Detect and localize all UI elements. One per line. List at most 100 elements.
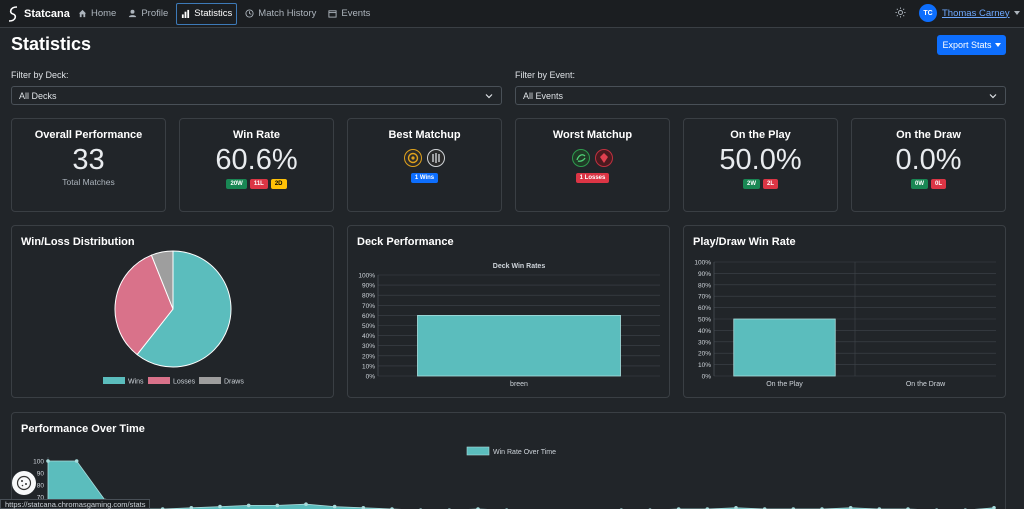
- draws-badge: 2D: [270, 179, 287, 189]
- calendar-icon: [328, 10, 337, 18]
- cookie-settings-button[interactable]: [12, 471, 36, 495]
- nav-home[interactable]: Home: [74, 3, 120, 25]
- export-stats-label: Export Stats: [942, 40, 992, 50]
- data-point: [218, 504, 222, 509]
- nav-home-label: Home: [91, 8, 117, 19]
- data-point: [848, 506, 853, 509]
- chevron-down-icon: [989, 94, 997, 99]
- best-matchup-card: Best Matchup 1 Wins: [347, 118, 502, 212]
- legend-label-win-rate: Win Rate Over Time: [493, 449, 556, 456]
- y-tick-label: 0%: [366, 374, 376, 381]
- bar-breen: [417, 315, 621, 377]
- y-tick-label: 80%: [362, 293, 375, 300]
- user-icon: [129, 9, 137, 18]
- y-tick-label: 30%: [698, 339, 711, 346]
- nav-statistics[interactable]: Statistics: [176, 2, 238, 25]
- area-win-rate-over-time: [47, 460, 995, 509]
- y-tick-label: 50%: [698, 317, 711, 324]
- deck-performance-title: Deck Performance: [357, 236, 454, 248]
- x-tick-label: On the Draw: [906, 381, 946, 388]
- play-losses-badge: 2L: [762, 179, 778, 189]
- x-tick-label: breen: [510, 381, 528, 388]
- y-tick-label: 90: [37, 471, 45, 478]
- brand-logo-icon: [8, 5, 18, 22]
- y-tick-label: 0%: [702, 374, 712, 381]
- nav-match-history-label: Match History: [258, 8, 317, 19]
- legend-swatch-losses: [148, 377, 170, 384]
- data-point: [992, 506, 996, 509]
- on-the-play-title: On the Play: [730, 129, 791, 141]
- user-menu[interactable]: TC Thomas Carney: [919, 4, 1020, 22]
- cookie-icon: [16, 475, 32, 491]
- data-point: [332, 504, 337, 509]
- user-name: Thomas Carney: [942, 7, 1010, 19]
- y-tick-label: 20%: [362, 353, 375, 360]
- bar-chart-icon: [182, 9, 190, 18]
- bar-on-the-play: [733, 318, 836, 377]
- chart-inner-title: Deck Win Rates: [493, 263, 546, 270]
- overall-performance-card: Overall Performance 33 Total Matches: [11, 118, 166, 212]
- performance-over-time-title: Performance Over Time: [21, 423, 145, 435]
- clock-icon: [245, 9, 254, 18]
- deck-performance-card: Deck Performance 0% 10% 20% 30% 40% 50% 60% 70%…: [347, 225, 670, 398]
- brand-link[interactable]: Statcana: [6, 5, 74, 23]
- nav-events-label: Events: [341, 8, 371, 19]
- ruby-deck-icon: [595, 149, 613, 167]
- event-filter-value: All Events: [523, 90, 564, 101]
- chevron-down-icon: [1013, 11, 1020, 15]
- event-filter-label: Filter by Event:: [515, 70, 576, 80]
- data-point: [74, 459, 79, 463]
- play-draw-win-rate-card: Play/Draw Win Rate 0% 10% 20% 30% 40% 50% 60% 7…: [683, 225, 1006, 398]
- nav-profile[interactable]: Profile: [124, 3, 172, 25]
- data-point: [46, 459, 50, 463]
- nav-events[interactable]: Events: [324, 3, 374, 25]
- deck-win-rates-chart: 0% 10% 20% 30% 40% 50% 60% 70% 80% 90% 100% breen De…: [358, 263, 660, 388]
- nav-statistics-label: Statistics: [194, 8, 233, 19]
- legend-swatch-win-rate: [466, 446, 490, 456]
- data-point: [734, 506, 738, 509]
- performance-over-time-card: Performance Over Time Win Rate Over Time…: [11, 412, 1006, 509]
- brand-name: Statcana: [24, 7, 70, 20]
- y-tick-label: 90%: [698, 271, 711, 278]
- y-tick-label: 80%: [698, 282, 711, 289]
- y-tick-label: 10%: [698, 362, 711, 369]
- data-point: [304, 502, 308, 506]
- pie-slice-losses: [114, 254, 174, 356]
- performance-over-time-chart: Win Rate Over Time 70 80 90 100: [33, 446, 996, 509]
- total-matches-label: Total Matches: [62, 177, 115, 187]
- steel-deck-icon: [427, 149, 445, 167]
- win-loss-distribution-title: Win/Loss Distribution: [21, 236, 135, 248]
- status-url: https://statcana.chromasgaming.com/stats: [0, 499, 151, 509]
- draw-wins-badge: 0W: [910, 179, 928, 189]
- on-the-play-value: 50.0%: [719, 144, 802, 176]
- y-tick-label: 40%: [698, 328, 711, 335]
- chevron-down-icon: [485, 94, 493, 99]
- y-tick-label: 90%: [362, 283, 375, 290]
- emerald-deck-icon: [572, 149, 590, 167]
- y-tick-label: 70: [37, 495, 45, 502]
- worst-matchup-badge: 1 Losses: [575, 173, 610, 183]
- deck-filter-select[interactable]: All Decks: [11, 86, 502, 105]
- total-matches-value: 33: [72, 144, 105, 176]
- y-tick-label: 70%: [698, 294, 711, 301]
- y-tick-label: 100%: [358, 273, 375, 280]
- legend-swatch-draws: [199, 377, 221, 384]
- sun-icon[interactable]: [895, 7, 906, 18]
- win-loss-pie-chart: Wins Losses Draws: [103, 250, 244, 386]
- wins-badge: 20W: [226, 179, 247, 189]
- export-stats-button[interactable]: Export Stats: [937, 35, 1006, 55]
- y-tick-label: 60%: [698, 305, 711, 312]
- pie-slice-draws: [150, 250, 174, 310]
- play-draw-chart: 0% 10% 20% 30% 40% 50% 60% 70% 80% 90% 100% On the …: [694, 260, 996, 388]
- nav-match-history[interactable]: Match History: [241, 3, 320, 25]
- x-tick-label: On the Play: [766, 381, 803, 388]
- chevron-down-icon: [994, 43, 1001, 47]
- event-filter-select[interactable]: All Events: [515, 86, 1006, 105]
- y-tick-label: 20%: [698, 351, 711, 358]
- y-tick-label: 80: [37, 483, 45, 490]
- amber-deck-icon: [404, 149, 422, 167]
- on-the-draw-title: On the Draw: [896, 129, 961, 141]
- data-point: [246, 503, 251, 508]
- win-rate-title: Win Rate: [233, 129, 280, 141]
- win-loss-distribution-card: Win/Loss Distribution Wins Losses Draws: [11, 225, 334, 398]
